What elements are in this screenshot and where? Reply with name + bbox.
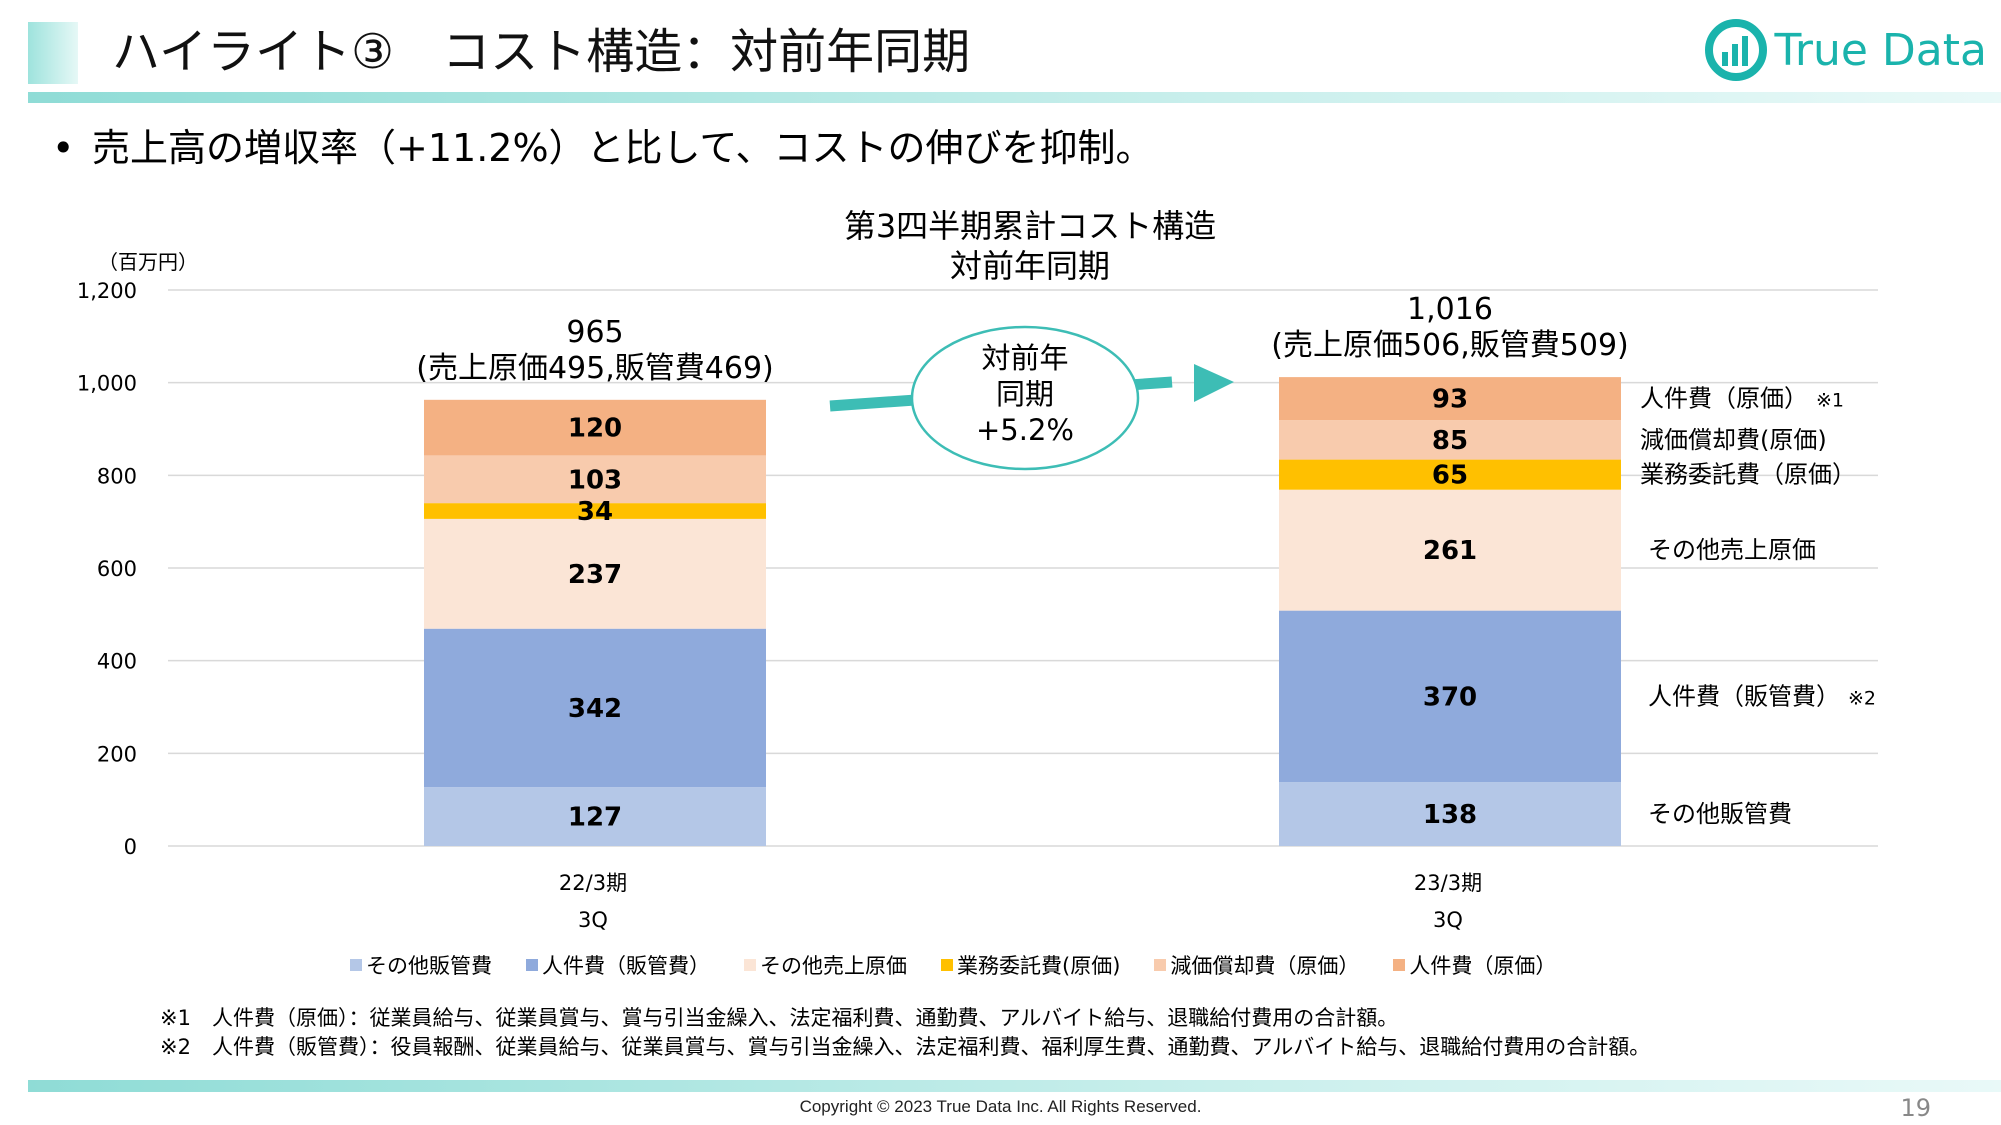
- segment-value-label: 65: [1432, 461, 1468, 491]
- bullet-dot: •: [52, 126, 75, 170]
- footnote-2: ※2 人件費（販管費）：役員報酬、従業員給与、従業員賞与、賞与引当金繰入、法定福…: [160, 1035, 1651, 1059]
- legend-swatch: [526, 959, 538, 971]
- slide-title: ハイライト③ コスト構造：対前年同期: [112, 24, 971, 80]
- comparison-bubble: [910, 325, 1140, 471]
- bar-segment: [1279, 489, 1621, 611]
- footnotes: ※1 人件費（原価）：従業員給与、従業員賞与、賞与引当金繰入、法定福利費、通勤費…: [160, 1004, 1650, 1062]
- segment-value-label: 237: [568, 560, 622, 590]
- series-side-label: 人件費（販管費） ※2: [1648, 682, 1876, 710]
- legend-label: 減価償却費（原価）: [1170, 954, 1360, 978]
- legend-item: 人件費（原価）: [1393, 950, 1556, 980]
- header-accent-bar: [28, 22, 78, 84]
- segment-value-label: 103: [568, 465, 622, 495]
- bar-segment: [424, 455, 766, 504]
- legend-item: その他売上原価: [744, 950, 907, 980]
- y-tick-label: 0: [124, 835, 137, 859]
- segment-value-label: 34: [577, 497, 613, 527]
- page-number: 19: [1900, 1094, 1931, 1122]
- bar-segment: [1279, 459, 1621, 490]
- legend-swatch: [941, 959, 953, 971]
- y-tick-label: 200: [97, 742, 137, 766]
- bar-layer: [424, 377, 1621, 846]
- comparison-line1: 対前年: [981, 341, 1068, 375]
- chart-title-line2: 対前年同期: [949, 247, 1110, 285]
- series-side-label: 業務委託費（原価）: [1640, 461, 1856, 489]
- legend-label: 業務委託費(原価): [957, 954, 1121, 978]
- copyright-text: Copyright © 2023 True Data Inc. All Righ…: [799, 1097, 1202, 1116]
- y-tick-label: 600: [97, 557, 137, 581]
- bar-segment: [1279, 420, 1621, 460]
- segment-value-label: 93: [1432, 385, 1468, 415]
- legend-swatch: [350, 959, 362, 971]
- series-side-label: その他売上原価: [1648, 536, 1816, 564]
- comparison-arrowhead: [1194, 364, 1234, 402]
- y-axis-ticks: 0 200 400 600 800 1,000 1,200: [77, 279, 137, 859]
- legend-label: その他販管費: [366, 954, 492, 978]
- legend-label: 人件費（原価）: [1409, 954, 1557, 978]
- legend-item: 業務委託費(原価): [941, 950, 1120, 980]
- bar-breakdown-label: (売上原価506,販管費509): [1271, 328, 1628, 363]
- chart-legend: その他販管費 人件費（販管費） その他売上原価 業務委託費(原価) 減価償却費（原価） 人…: [350, 950, 1556, 980]
- bar-segment: [424, 503, 766, 519]
- legend-item: 人件費（販管費）: [526, 950, 710, 980]
- logo-icon: [1705, 19, 1768, 81]
- y-tick-label: 1,200: [77, 279, 137, 303]
- series-side-label: 人件費（原価） ※1: [1640, 385, 1844, 413]
- bar-segment: [424, 518, 766, 629]
- legend-swatch: [744, 959, 756, 971]
- header-divider: [28, 92, 2001, 103]
- comparison-callout: 対前年 同期 +5.2%: [829, 325, 1234, 471]
- x-category-label: 23/3期: [1414, 871, 1482, 895]
- bar-total-label: 965: [566, 315, 623, 350]
- x-category-sublabel: 3Q: [1433, 908, 1463, 932]
- bar-segment: [1279, 377, 1621, 421]
- footer-divider: [28, 1080, 2001, 1092]
- legend-label: その他売上原価: [760, 954, 907, 978]
- chart-title-line1: 第3四半期累計コスト構造: [843, 207, 1217, 245]
- legend-swatch: [1393, 959, 1406, 971]
- segment-value-label: 85: [1432, 426, 1468, 456]
- company-logo: True Data: [1704, 14, 1987, 86]
- segment-value-label: 261: [1423, 536, 1477, 566]
- bar-segment: [424, 628, 766, 788]
- x-category-sublabel: 3Q: [578, 908, 608, 932]
- comparison-line2: 同期: [996, 377, 1054, 411]
- logo-text: True Data: [1774, 24, 1987, 76]
- y-tick-label: 400: [97, 650, 137, 674]
- series-side-label: その他販管費: [1648, 800, 1792, 828]
- segment-value-label: 127: [568, 803, 622, 833]
- bar-breakdown-label: (売上原価495,販管費469): [416, 351, 773, 386]
- footnote-1: ※1 人件費（原価）：従業員給与、従業員賞与、賞与引当金繰入、法定福利費、通勤費…: [160, 1006, 1399, 1030]
- bar-total-label: 1,016: [1407, 292, 1493, 327]
- series-side-label: 減価償却費(原価): [1640, 426, 1827, 454]
- summary-text: 売上高の増収率（+11.2%）と比して、コストの伸びを抑制。: [92, 126, 1154, 170]
- segment-value-label: 370: [1423, 682, 1477, 712]
- bar-segment: [424, 399, 766, 456]
- bar-segment: [424, 787, 766, 846]
- legend-swatch: [1154, 959, 1167, 971]
- segment-value-label: 120: [568, 414, 622, 444]
- chart-title: 第3四半期累計コスト構造 対前年同期: [760, 206, 1300, 286]
- legend-item: その他販管費: [350, 950, 492, 980]
- legend-item: 減価償却費（原価）: [1154, 950, 1359, 980]
- legend-label: 人件費（販管費）: [542, 954, 710, 978]
- bar-segment: [1279, 610, 1621, 783]
- bar-segment: [1279, 782, 1621, 846]
- segment-value-label: 138: [1423, 800, 1477, 830]
- segment-value-label: 342: [568, 694, 622, 724]
- x-category-label: 22/3期: [559, 871, 627, 895]
- y-tick-label: 1,000: [77, 372, 137, 396]
- y-axis-unit-label: （百万円）: [98, 250, 198, 274]
- y-tick-label: 800: [97, 464, 137, 488]
- comparison-line3: +5.2%: [976, 413, 1074, 447]
- summary-bullet: • 売上高の増収率（+11.2%）と比して、コストの伸びを抑制。: [52, 122, 1154, 174]
